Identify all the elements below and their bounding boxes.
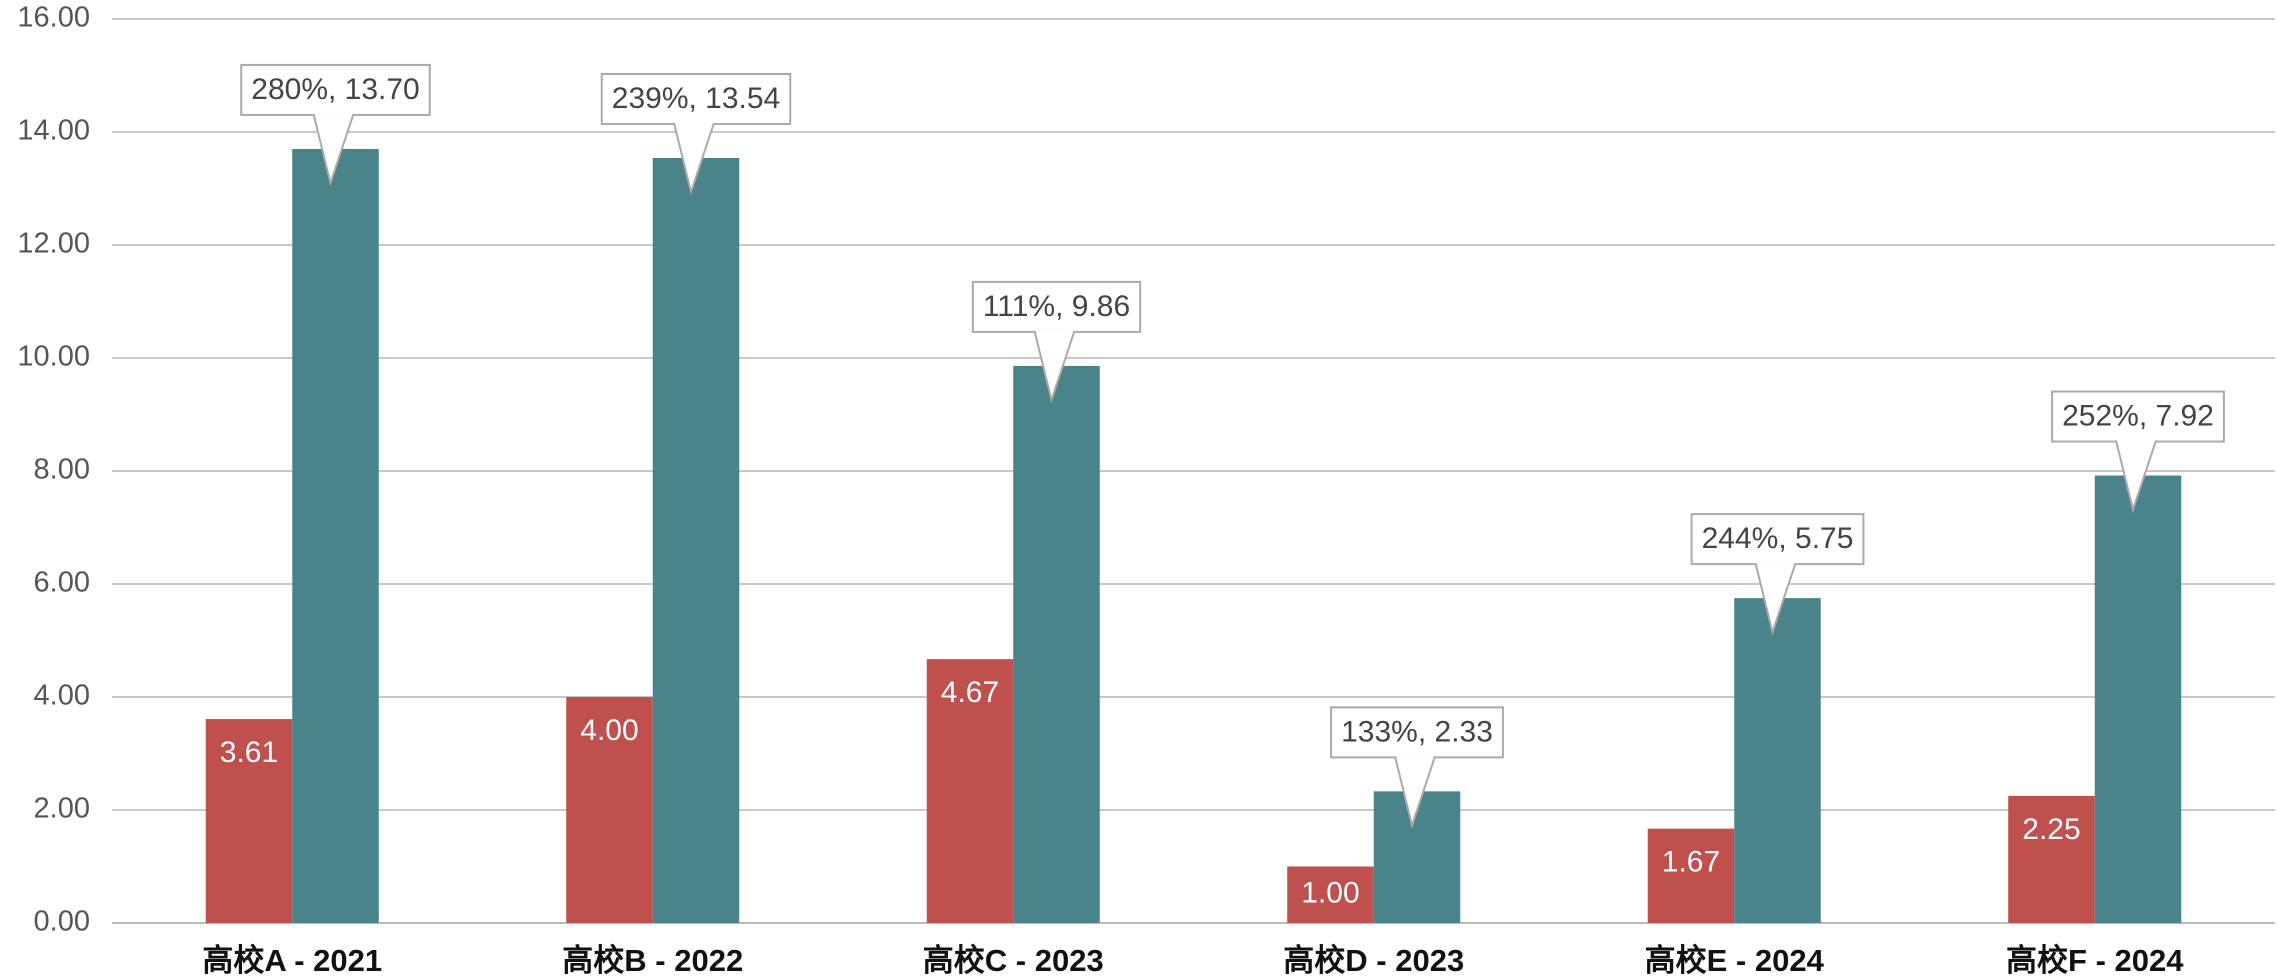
y-tick-label: 0.00 <box>34 906 90 938</box>
y-tick-label: 16.00 <box>17 2 90 34</box>
data-label: 4.67 <box>941 676 999 709</box>
callout-box <box>240 63 431 116</box>
y-tick-label: 2.00 <box>34 793 90 825</box>
y-tick-label: 14.00 <box>17 115 90 147</box>
x-tick-label: 高校F - 2024 <box>2006 943 2184 976</box>
callout-box <box>2051 390 2225 443</box>
bar <box>1287 866 1374 923</box>
x-tick-label: 高校C - 2023 <box>923 943 1104 976</box>
bar <box>2008 795 2095 923</box>
callout-pointer <box>1754 562 1797 636</box>
callout-box <box>971 280 1142 333</box>
callout-pointer <box>673 122 715 196</box>
data-label: 252%, 7.92 <box>2062 399 2214 432</box>
data-label: 244%, 5.75 <box>1702 522 1854 555</box>
bar <box>1013 365 1100 923</box>
data-label: 3.61 <box>220 736 278 769</box>
data-label: 2.25 <box>2022 813 2080 846</box>
data-label: 239%, 13.54 <box>612 82 780 115</box>
bar <box>652 157 740 924</box>
x-tick-label: 高校D - 2023 <box>1283 943 1464 976</box>
callout-box <box>1330 706 1504 759</box>
y-tick-label: 10.00 <box>17 341 90 373</box>
callout-pointer <box>312 113 355 187</box>
bar <box>1734 598 1821 923</box>
bar <box>205 719 293 923</box>
callout-pointer <box>2115 440 2157 514</box>
data-label: 111%, 9.86 <box>983 290 1130 323</box>
bar <box>1647 828 1735 923</box>
callout-pointer <box>1033 330 1076 404</box>
bar <box>292 148 379 923</box>
bar <box>566 697 653 923</box>
bar <box>2094 475 2182 923</box>
x-tick-label: 高校B - 2022 <box>562 943 743 976</box>
bar <box>926 659 1014 923</box>
y-tick-label: 8.00 <box>34 454 90 486</box>
y-tick-label: 6.00 <box>34 567 90 599</box>
data-label: 4.00 <box>580 714 638 747</box>
data-label: 133%, 2.33 <box>1341 715 1493 748</box>
data-label: 1.00 <box>1301 877 1359 910</box>
callout-box <box>600 72 792 125</box>
callout-pointer <box>1394 756 1436 829</box>
data-label: 1.67 <box>1662 846 1720 879</box>
x-tick-label: 高校E - 2024 <box>1645 943 1825 976</box>
y-tick-label: 12.00 <box>17 228 90 260</box>
x-tick-label: 高校A - 2021 <box>202 943 382 976</box>
y-tick-label: 4.00 <box>34 680 90 712</box>
data-label: 280%, 13.70 <box>251 73 419 106</box>
